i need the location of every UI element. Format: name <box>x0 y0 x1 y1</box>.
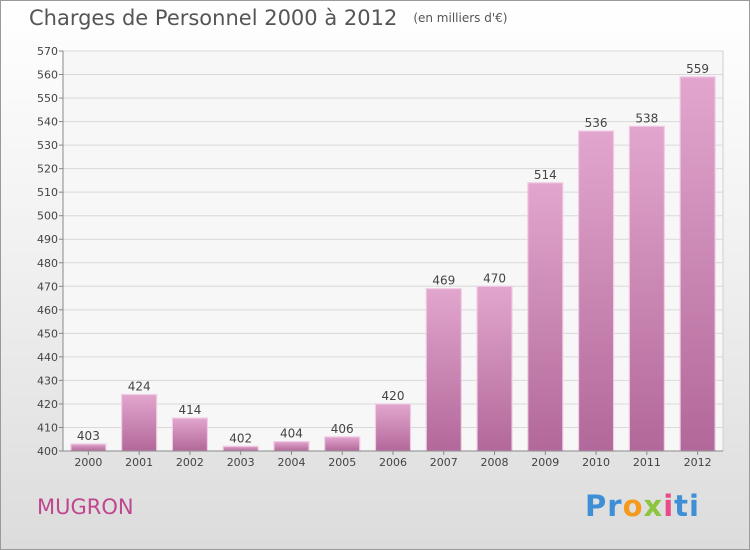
data-label-2002: 414 <box>178 403 201 417</box>
x-tick-label-2012: 2012 <box>684 456 712 469</box>
y-tick-label: 520 <box>37 163 58 176</box>
proxiti-logo: Proxiti <box>585 489 700 523</box>
commune-name: MUGRON <box>37 495 134 519</box>
x-tick-label-2004: 2004 <box>277 456 305 469</box>
x-tick-label-2005: 2005 <box>328 456 356 469</box>
bar-2006 <box>374 403 412 452</box>
bar-2004 <box>273 440 310 452</box>
y-tick-label: 490 <box>37 233 58 246</box>
y-axis: 400 410 420 430 440 450 460 470 480 490 500 510 520 5… <box>37 45 64 458</box>
y-tick-label: 530 <box>37 139 58 152</box>
y-tick-label: 440 <box>37 351 58 364</box>
x-tick-label-2000: 2000 <box>74 456 102 469</box>
x-tick-label-2007: 2007 <box>430 456 458 469</box>
y-tick-label: 400 <box>37 445 58 458</box>
data-label-2000: 403 <box>77 429 100 443</box>
bar-2001 <box>121 393 158 452</box>
chart-title-text: Charges de Personnel 2000 à 2012 <box>29 6 398 30</box>
bar-2002 <box>171 417 209 452</box>
bar-2005 <box>324 436 361 452</box>
bar-2009 <box>527 182 564 452</box>
data-label-2011: 538 <box>635 111 658 125</box>
y-tick-label: 550 <box>37 92 58 105</box>
data-label-2008: 470 <box>483 271 506 285</box>
x-tick-label-2001: 2001 <box>125 456 153 469</box>
y-tick-label: 420 <box>37 398 58 411</box>
x-tick-label-2003: 2003 <box>227 456 255 469</box>
bar-2012 <box>679 76 716 452</box>
y-tick-label: 460 <box>37 304 58 317</box>
bar-2000 <box>70 443 107 452</box>
data-label-2005: 406 <box>331 422 354 436</box>
y-tick-label: 510 <box>37 186 58 199</box>
y-tick-label: 500 <box>37 210 58 223</box>
y-tick-label: 430 <box>37 374 58 387</box>
chart-title: Charges de Personnel 2000 à 2012 (en mill… <box>29 6 507 30</box>
x-tick-label-2010: 2010 <box>582 456 610 469</box>
bar-2007 <box>425 288 462 452</box>
x-axis: 2000 2001 2002 2003 2004 2005 2006 2007 2008 2009… <box>63 450 723 469</box>
data-label-2001: 424 <box>128 380 151 394</box>
x-tick-label-2006: 2006 <box>379 456 407 469</box>
x-tick-label-2009: 2009 <box>531 456 559 469</box>
x-tick-label-2002: 2002 <box>176 456 204 469</box>
unit-note: (en milliers d'€) <box>413 11 508 25</box>
bar-2003 <box>222 445 259 452</box>
y-tick-label: 560 <box>37 69 58 82</box>
data-label-2004: 404 <box>280 427 303 441</box>
bar-2010 <box>577 130 615 452</box>
data-label-2012: 559 <box>686 62 709 76</box>
y-tick-label: 570 <box>37 45 58 58</box>
data-label-2009: 514 <box>534 168 557 182</box>
data-label-2010: 536 <box>585 116 608 130</box>
bar-2008 <box>476 285 513 452</box>
x-tick-label-2011: 2011 <box>633 456 661 469</box>
x-tick-label-2008: 2008 <box>481 456 509 469</box>
bar-2011 <box>628 125 665 452</box>
y-tick-label: 450 <box>37 327 58 340</box>
data-label-2003: 402 <box>229 431 252 445</box>
y-tick-label: 540 <box>37 116 58 129</box>
y-tick-label: 480 <box>37 257 58 270</box>
data-label-2007: 469 <box>432 274 455 288</box>
y-tick-label: 410 <box>37 421 58 434</box>
y-tick-label: 470 <box>37 280 58 293</box>
data-label-2006: 420 <box>382 389 405 403</box>
bars: 403 424 414 402 404 406 420 469 470 514 536 538 559 <box>70 62 716 452</box>
